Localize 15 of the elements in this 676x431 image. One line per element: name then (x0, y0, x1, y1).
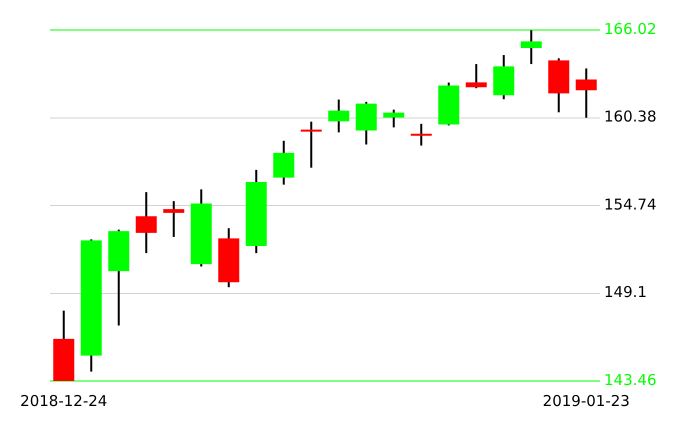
candlestick (300, 120, 322, 169)
candlestick (576, 67, 597, 119)
candlestick (136, 191, 157, 254)
candlestick (410, 122, 432, 147)
candlestick (328, 98, 350, 134)
y-tick-label: 166.02 (604, 20, 656, 38)
x-tick-label: 2019-01-23 (542, 392, 630, 410)
candlestick (383, 108, 404, 128)
y-tick-label: 154.74 (604, 195, 656, 214)
y-tick-label: 149.1 (604, 283, 647, 302)
y-tick-label: 143.46 (604, 370, 656, 389)
x-tick-label: 2018-12-24 (20, 392, 108, 410)
candlestick (466, 63, 487, 90)
y-tick-label: 160.38 (604, 108, 656, 126)
candlestick (163, 200, 184, 238)
